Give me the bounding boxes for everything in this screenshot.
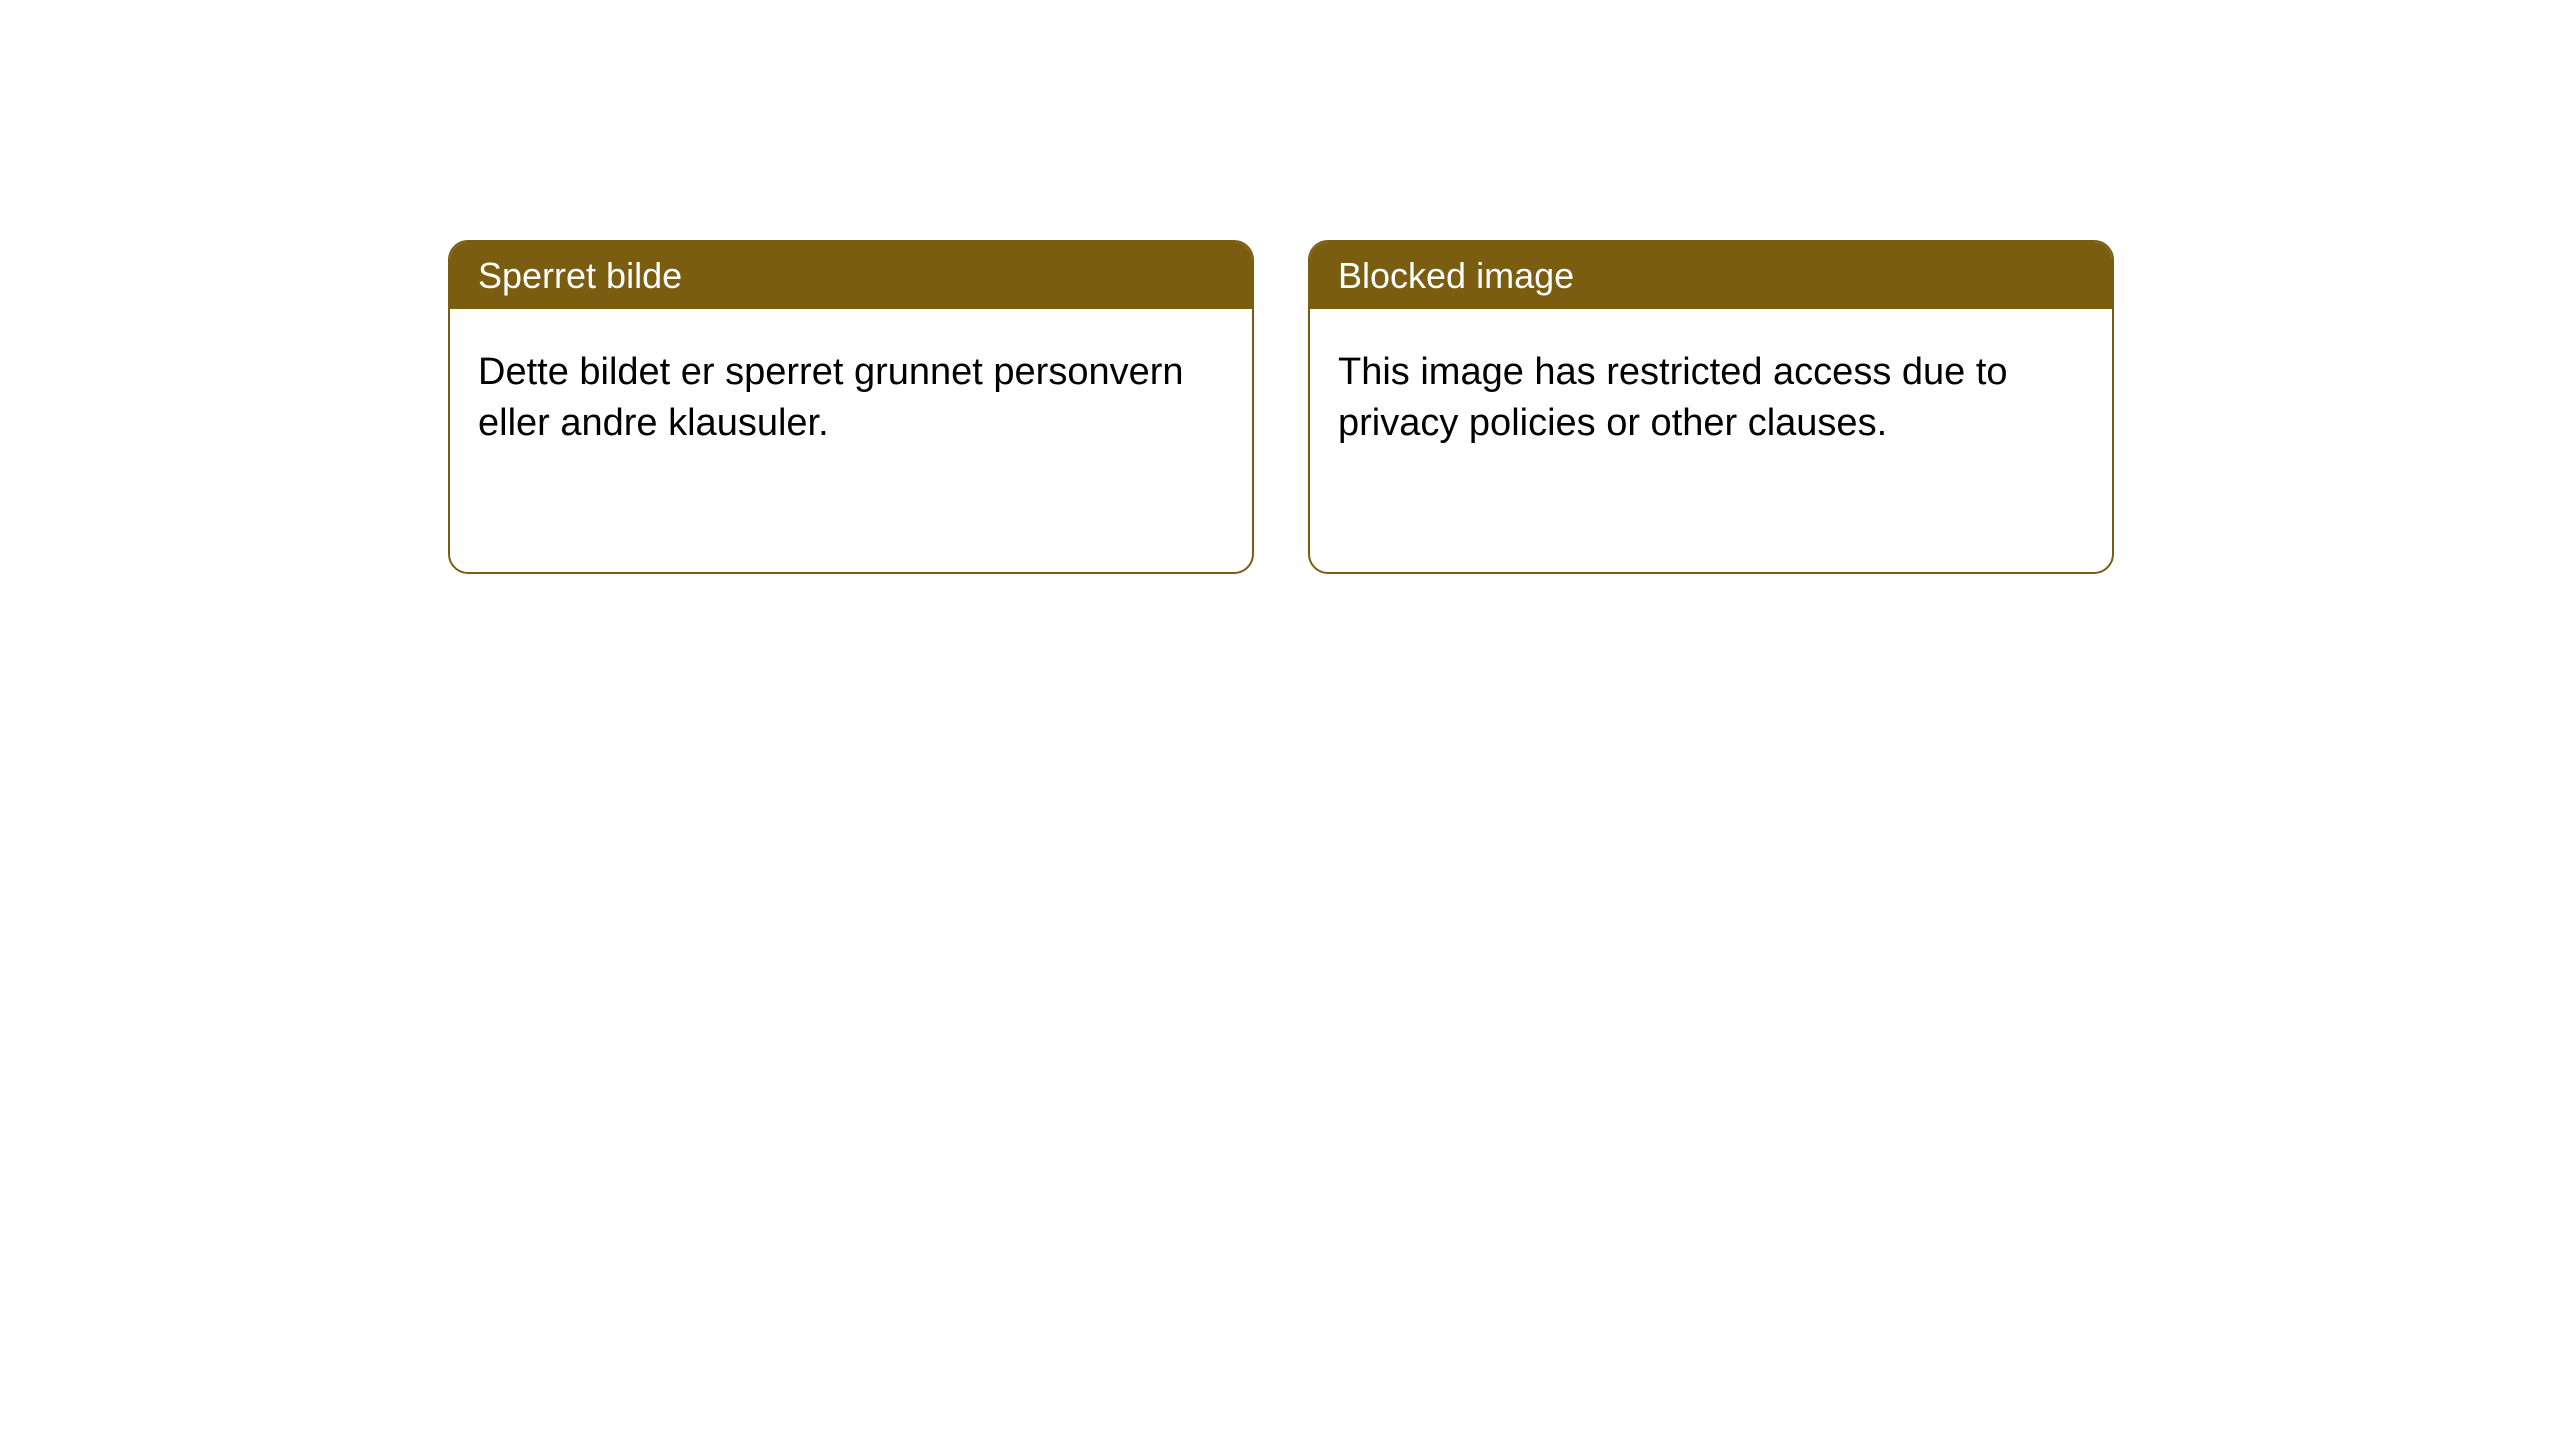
- notice-container: Sperret bilde Dette bildet er sperret gr…: [0, 0, 2560, 574]
- notice-card-norwegian: Sperret bilde Dette bildet er sperret gr…: [448, 240, 1254, 574]
- notice-body: This image has restricted access due to …: [1310, 309, 2112, 488]
- notice-title: Sperret bilde: [450, 242, 1252, 309]
- notice-title: Blocked image: [1310, 242, 2112, 309]
- notice-card-english: Blocked image This image has restricted …: [1308, 240, 2114, 574]
- notice-body: Dette bildet er sperret grunnet personve…: [450, 309, 1252, 488]
